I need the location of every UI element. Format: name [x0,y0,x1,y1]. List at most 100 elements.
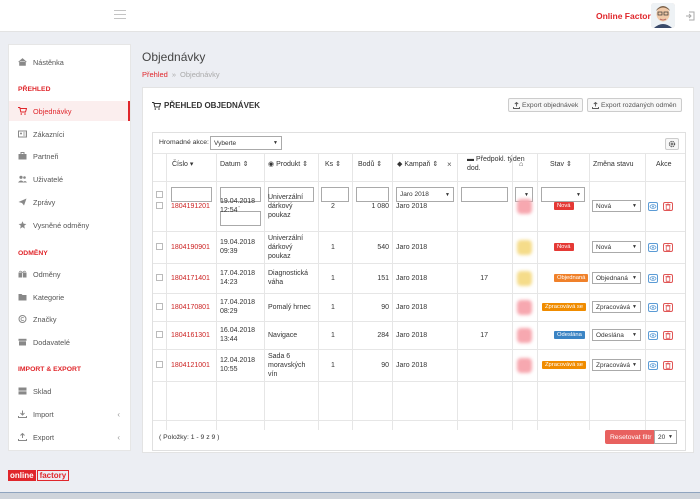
trash-icon[interactable] [663,302,673,312]
filter-kampan-select[interactable]: Jaro 2018 ▼ [396,187,454,202]
status-change-select[interactable]: Zpracovává ▼ [592,359,641,371]
color-marker [517,357,532,373]
order-number-link[interactable]: 1804190901 [171,243,210,251]
trash-icon[interactable] [663,242,673,252]
status-badge: Zpracovává se [542,302,587,311]
column-datum[interactable]: Datum ⇕ [220,161,249,168]
campaign: Jaro 2018 [396,243,428,251]
export-orders-button[interactable]: Export objednávek [508,98,584,112]
column-stav[interactable]: Stav ⇕ [550,161,572,168]
sidebar-item-export[interactable]: Export ‹ [9,427,130,447]
trash-icon[interactable] [663,360,673,370]
filter-week-input[interactable] [461,187,508,202]
quantity: 1 [331,361,335,369]
reset-filter-button[interactable]: Resetovat filtr [605,430,657,444]
delivery-week: 17 [480,331,488,339]
sidebar-section-rewards: ODMĚNY [18,250,48,257]
home-icon: ⌂ [519,161,524,168]
sidebar-item-label: Nástěnka [33,57,64,67]
status-change-select[interactable]: Odeslána ▼ [592,329,641,341]
sidebar-item-rewards[interactable]: Odměny [9,264,130,284]
folder-icon [18,293,27,301]
product-name: dárkový [268,202,293,210]
chevron-left-icon: ‹ [117,409,120,419]
status-badge: Odeslána [554,330,585,339]
filter-ks-input[interactable] [321,187,349,202]
order-number-link[interactable]: 1804191201 [171,202,210,210]
view-icon[interactable] [648,201,658,211]
row-checkbox[interactable] [156,202,163,209]
campaign: Jaro 2018 [396,303,428,311]
caret-down-icon: ▼ [632,244,637,250]
trash-icon[interactable] [663,330,673,340]
points: 540 [377,243,389,251]
filter-date-to-input[interactable] [220,211,261,226]
sidebar-item-warehouse[interactable]: Sklad [9,381,130,401]
quantity: 2 [331,202,335,210]
orders-table: Hromadné akce: Vyberte ▼ Číslo ▾ Datum ⇕ … [152,132,686,451]
status-change-select[interactable]: Zpracovává ▼ [592,301,641,313]
footer-bar [0,492,700,499]
view-icon[interactable] [648,302,658,312]
logout-icon[interactable] [685,11,695,21]
column-ks[interactable]: Ks ⇕ [325,161,341,168]
avatar[interactable] [651,3,675,28]
column-body[interactable]: Bodů ⇕ [358,161,383,168]
sidebar-item-label: Zákazníci [33,129,65,139]
view-icon[interactable] [648,273,658,283]
sidebar-item-categories[interactable]: Kategorie [9,287,130,307]
status-change-select[interactable]: Objednaná ▼ [592,272,641,284]
caret-down-icon: ▼ [576,191,581,198]
status-change-select[interactable]: Nová ▼ [592,200,641,212]
row-checkbox[interactable] [156,243,163,250]
order-number-link[interactable]: 1804170801 [171,303,210,311]
filter-stav-select[interactable]: ▼ [541,187,585,202]
cart-icon [18,107,28,115]
column-zmena: Změna stavu [593,161,634,168]
order-number-link[interactable]: 1804161301 [171,331,210,339]
trash-icon[interactable] [663,273,673,283]
column-cislo[interactable]: Číslo ▾ [172,161,194,168]
filter-produkt-input[interactable] [268,187,314,202]
sidebar-item-messages[interactable]: Zprávy [9,192,130,212]
view-icon[interactable] [648,242,658,252]
sidebar-item-import[interactable]: Import ‹ [9,404,130,424]
bulk-actions-select[interactable]: Vyberte ▼ [210,136,282,150]
breadcrumb-home[interactable]: Přehled [142,70,168,79]
row-checkbox[interactable] [156,331,163,338]
status-change-select[interactable]: Nová ▼ [592,241,641,253]
view-icon[interactable] [648,330,658,340]
close-icon[interactable]: × [447,160,452,169]
view-icon[interactable] [648,360,658,370]
id-card-icon [18,130,27,138]
filter-body-input[interactable] [356,187,389,202]
sidebar-item-partners[interactable]: Partneři [9,146,130,166]
filter-cislo-input[interactable] [171,187,212,202]
row-checkbox[interactable] [156,274,163,281]
column-predpokl[interactable]: ▬ Předpokl. týden dod. [467,156,525,172]
row-checkbox[interactable] [156,361,163,368]
sidebar-item-suppliers[interactable]: Dodavatelé [9,332,130,352]
column-kampan[interactable]: ◆ Kampaň ⇕ [397,161,439,168]
export-rewards-button[interactable]: Export rozdaných odměn [587,98,682,112]
table-header: Číslo ▾ Datum ⇕ ◉ Produkt ⇕ Ks ⇕ Bodů ⇕ … [153,153,685,181]
sidebar-item-dashboard[interactable]: Nástěnka [9,52,130,72]
row-checkbox[interactable] [156,303,163,310]
menu-toggle-icon[interactable] [114,10,126,19]
column-produkt[interactable]: ◉ Produkt ⇕ [268,161,308,168]
caret-down-icon: ▼ [632,203,637,209]
order-time: 09:39 [220,248,238,255]
order-number-link[interactable]: 1804121001 [171,361,210,369]
order-number-link[interactable]: 1804171401 [171,274,210,282]
gear-icon[interactable] [665,138,679,150]
filter-date-from-input[interactable] [220,187,261,202]
sidebar-item-customers[interactable]: Zákazníci [9,124,130,144]
sidebar-item-brands[interactable]: Značky [9,309,130,329]
sidebar-item-users[interactable]: Uživatelé [9,169,130,189]
trash-icon[interactable] [663,201,673,211]
sidebar-item-dream-rewards[interactable]: Vysněné odměny [9,215,130,235]
sidebar-item-orders[interactable]: Objednávky [9,101,130,121]
select-all-checkbox[interactable] [156,191,163,198]
per-page-select[interactable]: 20 ▼ [654,430,677,444]
copyright-icon [18,315,27,323]
